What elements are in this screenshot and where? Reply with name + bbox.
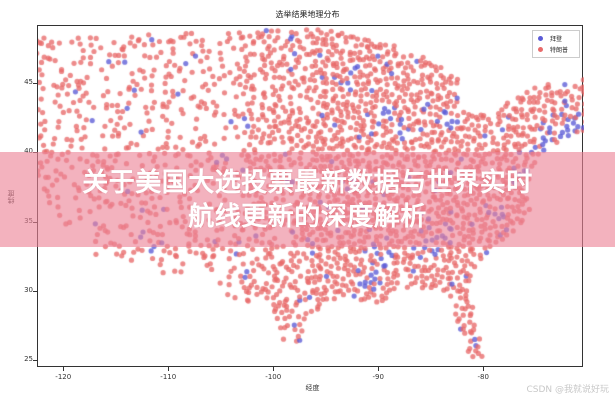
legend-item-trump: 特朗普 bbox=[533, 44, 579, 55]
x-tick-label: -120 bbox=[55, 373, 72, 381]
headline-line-2: 航线更新的深度解析 bbox=[188, 201, 427, 232]
x-tick-label: -110 bbox=[160, 373, 177, 381]
y-tick-mark bbox=[33, 290, 37, 292]
x-tick-label: -80 bbox=[477, 373, 489, 381]
x-axis-label: 经度 bbox=[305, 384, 320, 392]
y-tick-mark bbox=[33, 360, 37, 362]
y-tick-label: 25 bbox=[24, 355, 33, 364]
y-tick-mark bbox=[33, 83, 37, 85]
x-tick-label: -100 bbox=[265, 373, 282, 381]
legend-marker-blue-icon bbox=[538, 36, 543, 41]
chart-title: 选举结果地理分布 bbox=[275, 10, 340, 19]
y-tick-label: 40 bbox=[0, 147, 33, 155]
x-tick-mark bbox=[168, 367, 170, 371]
legend-label: 特朗普 bbox=[550, 47, 569, 54]
y-tick-label: 45 bbox=[24, 78, 33, 87]
headline-line-1: 关于美国大选投票最新数据与世界实时 bbox=[82, 167, 533, 198]
legend-label: 拜登 bbox=[550, 36, 563, 43]
x-tick-mark bbox=[273, 367, 275, 371]
legend: 拜登 特朗普 bbox=[532, 30, 580, 58]
watermark: CSDN @我就说好玩 bbox=[526, 385, 609, 395]
x-tick-mark bbox=[483, 367, 485, 371]
legend-marker-red-icon bbox=[538, 47, 543, 52]
x-tick-mark bbox=[63, 367, 65, 371]
x-tick-mark bbox=[378, 367, 380, 371]
legend-item-biden: 拜登 bbox=[533, 33, 579, 44]
x-tick-label: -90 bbox=[372, 373, 384, 381]
y-tick-label: 30 bbox=[24, 285, 33, 294]
headline-banner: 关于美国大选投票最新数据与世界实时 航线更新的深度解析 bbox=[0, 152, 615, 247]
